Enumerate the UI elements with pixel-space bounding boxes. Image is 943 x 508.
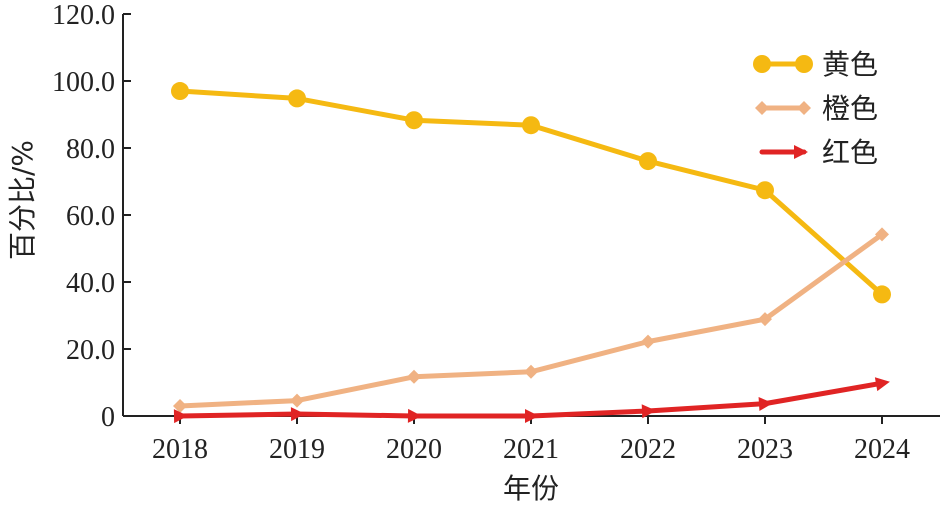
data-point [875,227,889,242]
data-point [639,152,657,171]
y-tick-label: 80.0 [66,134,115,165]
y-tick-label: 20.0 [66,335,115,366]
x-tick-label: 2020 [386,434,442,465]
axes: 0 20.0 40.0 60.0 80.0 100.0 120.0 2018 2019 2020… [52,0,940,465]
legend-label: 橙色 [822,92,878,125]
legend-marker [795,55,813,73]
series-layer [171,82,891,424]
data-point [405,111,423,130]
data-point [758,312,772,327]
x-tick-label: 2019 [269,434,325,465]
legend-item: 红色 [759,136,878,169]
y-tick-label: 100.0 [52,67,115,98]
y-ticks: 0 20.0 40.0 60.0 80.0 100.0 120.0 [52,0,131,433]
data-point [641,404,656,419]
data-point [525,409,539,423]
x-axis-title: 年份 [503,472,559,505]
data-point [173,398,187,413]
y-axis-title: 百分比/% [6,140,39,260]
y-tick-label: 40.0 [66,268,115,299]
legend-marker [797,101,811,115]
series-2 [173,377,890,424]
legend-marker [794,145,808,159]
data-point [407,369,421,384]
legend-item: 黄色 [753,48,878,81]
data-point [171,82,189,101]
legend-label: 红色 [822,136,878,169]
series-0 [171,82,891,304]
y-tick-label: 120.0 [52,0,115,31]
data-point [758,396,773,411]
legend-label: 黄色 [822,48,878,81]
data-point [522,116,540,135]
legend-marker [753,55,771,73]
y-tick-label: 0 [101,402,115,433]
series-1 [173,227,889,413]
x-tick-label: 2022 [620,434,676,465]
data-point [290,407,305,422]
data-point [173,409,188,424]
data-point [288,89,306,108]
x-tick-label: 2018 [152,434,208,465]
legend-item: 橙色 [755,92,878,125]
legend-marker [755,101,769,115]
series-line [177,231,885,409]
data-point [524,364,538,379]
x-ticks: 2018 2019 2020 2021 2022 2023 2024 [152,416,910,465]
data-point [290,393,304,408]
data-point [641,334,655,349]
data-point [407,408,422,423]
y-tick-label: 60.0 [66,201,115,232]
x-tick-label: 2023 [737,434,793,465]
x-tick-label: 2021 [503,434,559,465]
data-point [873,285,891,304]
data-point [874,377,890,392]
data-point [756,181,774,200]
x-tick-label: 2024 [854,434,910,465]
